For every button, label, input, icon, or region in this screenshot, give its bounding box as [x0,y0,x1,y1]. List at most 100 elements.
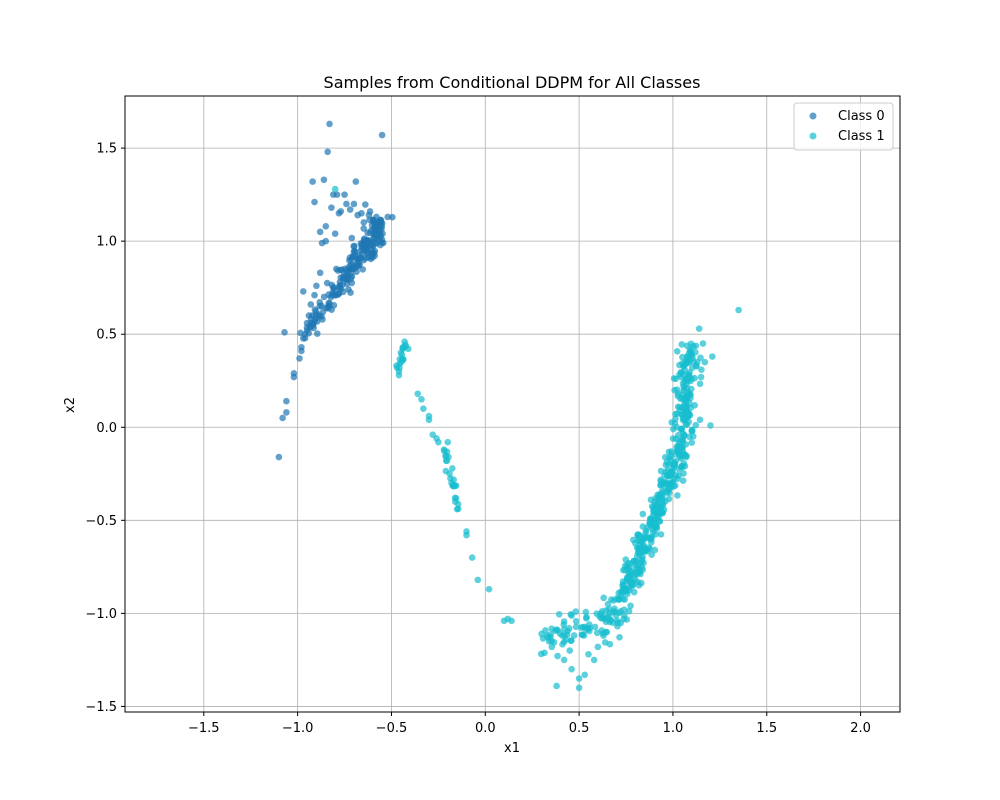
class-0-point [298,343,305,351]
class-1-point [609,619,617,626]
class-1-point [601,639,609,646]
class-1-point [572,623,580,631]
class-1-point [633,552,641,560]
class-1-point [399,343,407,351]
class-1-point [620,615,627,623]
class-1-point [566,647,574,654]
class-1-point [662,485,670,492]
class-1-point [655,496,662,503]
class-1-point [440,446,448,453]
class-0-point [358,209,365,217]
class-1-point [610,597,618,604]
class-1-point [581,671,589,679]
x-tick-label: 2.0 [850,721,871,736]
class-0-point [309,178,316,185]
class-1-point [638,556,646,563]
class-1-point [451,498,459,506]
y-tick-label: 1.0 [96,235,117,250]
class-1-point [474,576,482,584]
class-1-point [572,617,580,625]
class-1-point [680,432,688,439]
class-1-point [553,626,560,634]
class-1-point [420,405,427,412]
legend-box [793,102,894,151]
class-1-point [554,652,561,660]
class-1-point [709,353,716,360]
class-1-point [657,476,664,484]
class-1-point [560,621,568,628]
class-1-point [649,528,657,536]
class-1-point [674,390,682,398]
class-1-point [645,534,653,542]
y-axis-ticks: −1.5 −1.0 −0.5 0.0 0.5 1.0 1.5 [85,142,125,715]
class-0-point [329,289,336,297]
data-points [275,120,742,692]
class-1-point [575,684,583,692]
class-0-point [340,274,348,282]
x-tick-label: 1.5 [756,721,777,736]
class-1-point [656,509,663,516]
class-0-point [349,252,356,260]
class-0-point [341,191,348,198]
class-0-point [360,256,367,264]
class-1-point [626,579,634,587]
class-0-point [312,315,320,323]
y-tick-label: 0.0 [96,421,117,436]
class-1-point [585,621,593,628]
plot-frame [124,95,901,713]
class-1-point [695,325,703,332]
y-axis-label: x2 [63,397,78,413]
class-1-point [616,634,623,641]
class-1-point [453,505,461,513]
class-0-point [311,291,318,299]
class-1-point [425,412,433,420]
class-0-point [299,288,307,295]
class-1-point [468,554,476,561]
class-1-point [600,594,607,602]
class-1-point [545,637,553,645]
class-1-point [674,492,681,499]
legend-label-class-1: Class 1 [838,129,885,144]
class-0-point [373,213,380,221]
x-axis-ticks: −1.5 −1.0 −0.5 0.0 0.5 1.0 1.5 2.0 [188,712,871,736]
class-1-point [707,422,714,429]
class-0-point [362,241,369,249]
y-tick-label: 1.5 [96,142,117,157]
class-0-point [366,229,374,237]
class-1-point [678,394,686,402]
legend-marker-class-1 [809,132,817,140]
class-1-point [657,482,664,489]
class-1-point [642,529,649,537]
class-0-point [346,206,354,213]
class-0-point [303,327,311,334]
x-tick-label: −1.5 [188,721,220,736]
class-1-point [672,435,680,443]
class-1-point [630,588,638,596]
legend: Class 0 Class 1 [793,102,894,151]
class-1-point [555,610,563,618]
class-0-point [360,219,368,226]
x-tick-label: −1.0 [282,721,314,736]
class-1-point [673,347,681,355]
class-1-point [598,608,606,615]
class-1-point [621,596,629,603]
legend-marker-class-0 [809,112,817,120]
class-1-point [650,507,657,515]
class-0-point [384,213,392,221]
class-1-point [675,449,683,457]
class-0-point [324,148,331,156]
class-0-point [334,267,342,274]
class-0-point [365,211,373,219]
class-0-point [347,289,354,296]
class-0-point [309,321,317,329]
x-tick-label: 1.0 [663,721,684,736]
class-1-point [657,531,665,538]
class-1-point [570,632,578,639]
class-1-point [651,546,659,554]
class-0-point [350,200,358,208]
class-0-point [352,178,360,185]
class-1-point [686,433,693,441]
class-1-point [418,396,425,403]
class-1-point [553,682,560,690]
